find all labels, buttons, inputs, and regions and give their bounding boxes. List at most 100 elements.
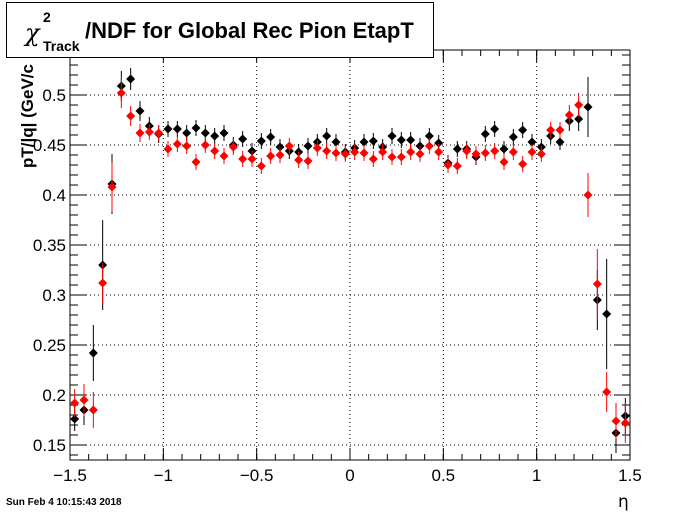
data-point (256, 161, 266, 171)
data-point (238, 154, 248, 164)
data-point (70, 414, 80, 424)
data-point (275, 150, 285, 160)
data-point (602, 309, 612, 319)
data-point (182, 141, 192, 151)
data-point (592, 279, 602, 289)
data-point (490, 146, 500, 156)
data-point (490, 124, 500, 134)
data-point (546, 125, 556, 135)
data-point (527, 147, 537, 157)
data-point (611, 416, 621, 426)
chart-title: /NDF for Global Rec Pion EtapT (85, 18, 414, 43)
y-tick-label: 0.35 (33, 236, 66, 255)
data-point (536, 149, 546, 159)
series-1 (70, 78, 630, 443)
data-point (434, 147, 444, 157)
y-tick-label: 0.4 (42, 186, 66, 205)
data-point (387, 152, 397, 162)
data-point (219, 151, 229, 161)
data-point (396, 152, 406, 162)
data-point (247, 154, 257, 164)
data-point (387, 131, 397, 141)
y-tick-label: 0.2 (42, 386, 66, 405)
data-point (191, 123, 201, 133)
data-point (322, 131, 332, 141)
data-point (116, 88, 126, 98)
x-tick-label: −1.5 (53, 466, 87, 485)
data-point (172, 124, 182, 134)
y-tick-label: 0.45 (33, 136, 66, 155)
data-point (163, 124, 173, 134)
data-point (266, 132, 276, 142)
chart-title-box: χ 2 Track /NDF for Global Rec Pion EtapT (6, 2, 434, 58)
data-point (256, 136, 266, 146)
data-point (471, 149, 481, 159)
data-point (508, 132, 518, 142)
data-point (331, 148, 341, 158)
data-point (583, 102, 593, 112)
data-point (527, 137, 537, 147)
data-point (518, 159, 528, 169)
data-point (331, 137, 341, 147)
data-point (350, 147, 360, 157)
x-tick-label: 0 (345, 466, 354, 485)
data-point (70, 398, 80, 408)
y-tick-label: 0.15 (33, 436, 66, 455)
data-point (359, 148, 369, 158)
data-point (200, 140, 210, 150)
x-axis-label: η (618, 492, 629, 512)
data-point (555, 137, 565, 147)
data-point (396, 135, 406, 145)
data-point (266, 151, 276, 161)
data-point (574, 114, 584, 124)
data-point (303, 156, 313, 166)
data-point (303, 141, 313, 151)
data-point (135, 128, 145, 138)
data-point (424, 131, 434, 141)
data-point (406, 135, 416, 145)
data-point (406, 147, 416, 157)
data-point (210, 131, 220, 141)
data-point (462, 146, 472, 156)
x-tick-label: −0.5 (240, 466, 274, 485)
y-tick-label: 0.5 (42, 86, 66, 105)
data-point (518, 125, 528, 135)
data-point (88, 348, 98, 358)
data-point (415, 149, 425, 159)
data-point (182, 128, 192, 138)
data-point (555, 125, 565, 135)
data-point (499, 157, 509, 167)
data-point (144, 127, 154, 137)
title-superscript: 2 (43, 9, 51, 25)
data-point (322, 146, 332, 156)
data-point (583, 190, 593, 200)
data-point (88, 405, 98, 415)
data-point (480, 148, 490, 158)
data-point (574, 100, 584, 110)
data-point (359, 137, 369, 147)
title-subscript: Track (43, 38, 80, 54)
y-tick-label: 0.3 (42, 286, 66, 305)
data-point (378, 147, 388, 157)
data-point (219, 128, 229, 138)
data-point (620, 418, 630, 428)
data-point (172, 139, 182, 149)
data-point (163, 144, 173, 154)
data-point (443, 160, 453, 170)
data-point (508, 147, 518, 157)
x-tick-label: 1 (532, 466, 541, 485)
data-point (135, 106, 145, 116)
data-point (210, 146, 220, 156)
data-point (200, 128, 210, 138)
data-point (452, 161, 462, 171)
data-point (98, 278, 108, 288)
data-point (602, 387, 612, 397)
data-point (424, 141, 434, 151)
data-point (107, 182, 117, 192)
data-point (294, 155, 304, 165)
title-chi-symbol: χ (25, 19, 40, 47)
data-point (368, 136, 378, 146)
data-point (284, 141, 294, 151)
data-point (154, 128, 164, 138)
